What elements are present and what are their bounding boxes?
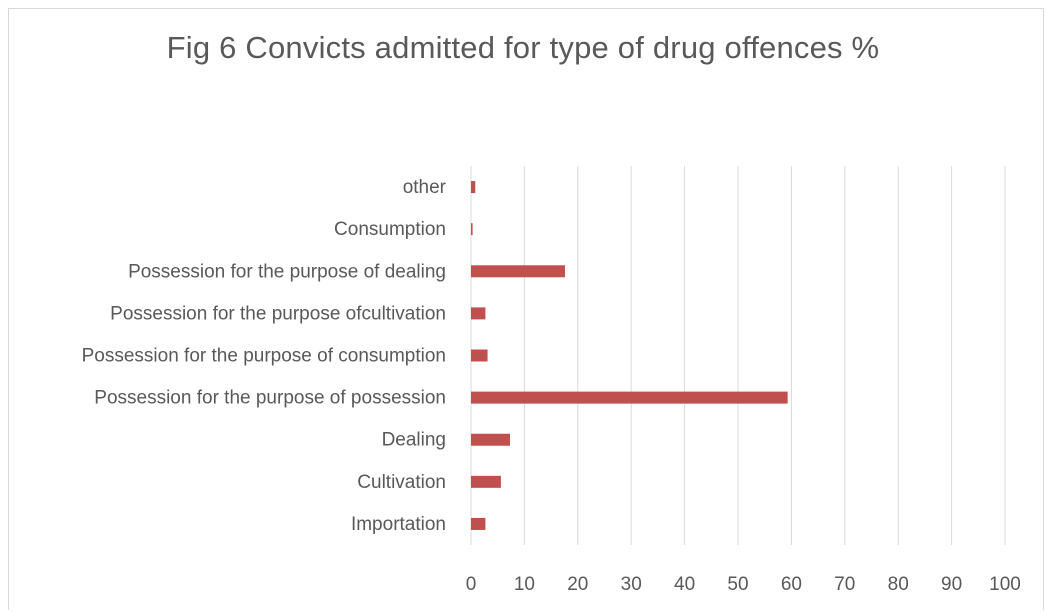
category-label-2: Dealing [382, 430, 446, 451]
x-tick-label-0: 0 [466, 574, 477, 595]
bar-1 [471, 475, 501, 488]
x-tick-label-60: 60 [781, 574, 802, 595]
category-label-8: other [403, 177, 447, 198]
category-label-0: Importation [351, 514, 446, 535]
x-tick-label-50: 50 [727, 574, 748, 595]
x-tick-label-80: 80 [888, 574, 909, 595]
chart-frame [8, 8, 1044, 610]
category-label-5: Possession for the purpose ofcultivation [110, 303, 446, 324]
bar-5 [471, 307, 486, 320]
bar-6 [471, 265, 565, 278]
x-tick-label-100: 100 [989, 574, 1021, 595]
bar-0 [471, 517, 486, 530]
category-label-1: Cultivation [357, 472, 446, 493]
category-label-3: Possession for the purpose of possession [94, 388, 446, 409]
x-tick-label-20: 20 [567, 574, 588, 595]
category-label-6: Possession for the purpose of dealing [128, 261, 446, 282]
bar-7 [471, 223, 473, 236]
category-label-7: Consumption [334, 219, 446, 240]
bar-3 [471, 391, 788, 404]
bar-4 [471, 349, 488, 362]
category-label-4: Possession for the purpose of consumptio… [82, 346, 446, 367]
x-tick-label-70: 70 [834, 574, 855, 595]
x-tick-label-30: 30 [621, 574, 642, 595]
bar-2 [471, 433, 510, 446]
chart-title: Fig 6 Convicts admitted for type of drug… [166, 30, 880, 65]
bar-8 [471, 181, 476, 194]
x-tick-label-90: 90 [941, 574, 962, 595]
x-tick-label-40: 40 [674, 574, 695, 595]
x-tick-label-10: 10 [514, 574, 535, 595]
